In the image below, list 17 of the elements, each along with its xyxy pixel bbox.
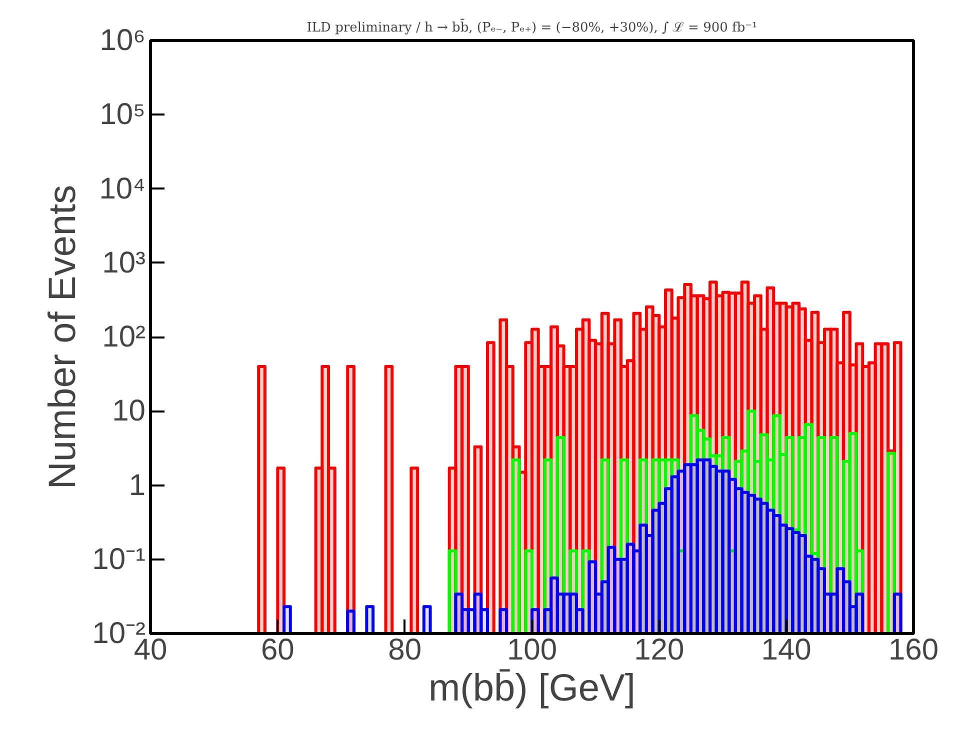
x-tick-label: 100 [506,634,558,666]
chart-title: ILD preliminary / h → bb̄, (Pₑ₋, Pₑ₊) = (−80%, +30%), ∫ ℒ = 900 fb⁻¹ [306,18,758,36]
y-tick-label: 1 [128,468,146,502]
y-tick-label: 10⁴ [99,172,146,206]
y-tick-label: 10² [102,320,146,354]
x-tick-label: 120 [634,634,684,666]
x-tick-label: 160 [888,634,939,666]
x-tick-label: 80 [388,634,422,666]
y-tick-label: 10 [112,394,146,428]
x-axis-title: m(bb̄) [GeV] [428,668,636,710]
y-tick-label: 10⁻¹ [92,542,146,576]
x-tick-label: 60 [260,634,294,666]
y-tick-label: 10³ [102,246,146,280]
y-tick-label: 10⁶ [100,24,146,57]
x-tick-label: 140 [761,634,812,666]
y-tick-label: 10⁵ [100,98,146,132]
y-axis-title: Number of Events [42,184,84,490]
